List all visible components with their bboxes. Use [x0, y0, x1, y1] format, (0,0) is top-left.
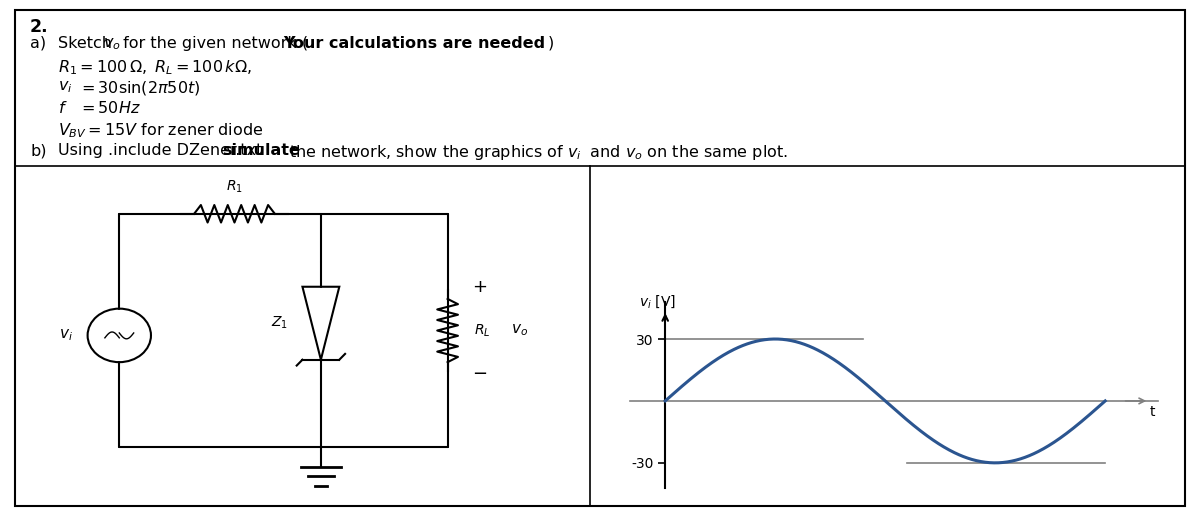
Text: a): a): [30, 36, 46, 51]
Text: t: t: [1150, 405, 1154, 419]
Text: +: +: [472, 278, 487, 296]
Text: simulate: simulate: [222, 143, 300, 158]
Text: $= 30\sin(2\pi 50t)$: $= 30\sin(2\pi 50t)$: [78, 79, 200, 97]
Text: $v_i$: $v_i$: [58, 79, 72, 95]
Text: Your calculations are needed: Your calculations are needed: [283, 36, 545, 51]
Text: $= 50Hz$: $= 50Hz$: [78, 100, 140, 116]
Text: $f$: $f$: [58, 100, 67, 116]
Text: 2.: 2.: [30, 18, 49, 36]
Text: $R_1 = 100\,\Omega,\; R_L = 100\,k\Omega,$: $R_1 = 100\,\Omega,\; R_L = 100\,k\Omega…: [58, 58, 252, 77]
Text: −: −: [472, 365, 487, 383]
Text: $R_L$: $R_L$: [474, 322, 490, 338]
Text: $v_o$: $v_o$: [103, 36, 121, 52]
Text: $v_o$: $v_o$: [511, 322, 528, 338]
Text: $v_i$ [V]: $v_i$ [V]: [638, 293, 676, 310]
Text: for the given network (: for the given network (: [118, 36, 308, 51]
Text: $v_i$: $v_i$: [59, 328, 73, 343]
Text: $R_1$: $R_1$: [226, 179, 242, 195]
Text: $Z_1$: $Z_1$: [271, 315, 288, 331]
Text: $V_{BV} = 15V$ for zener diode: $V_{BV} = 15V$ for zener diode: [58, 121, 263, 140]
Text: Sketch: Sketch: [58, 36, 118, 51]
Text: ): ): [548, 36, 554, 51]
Text: the network, show the graphics of $v_i\;$ and $v_o$ on the same plot.: the network, show the graphics of $v_i\;…: [284, 143, 788, 162]
Text: b): b): [30, 143, 47, 158]
Text: Using .include DZener.txt: Using .include DZener.txt: [58, 143, 268, 158]
